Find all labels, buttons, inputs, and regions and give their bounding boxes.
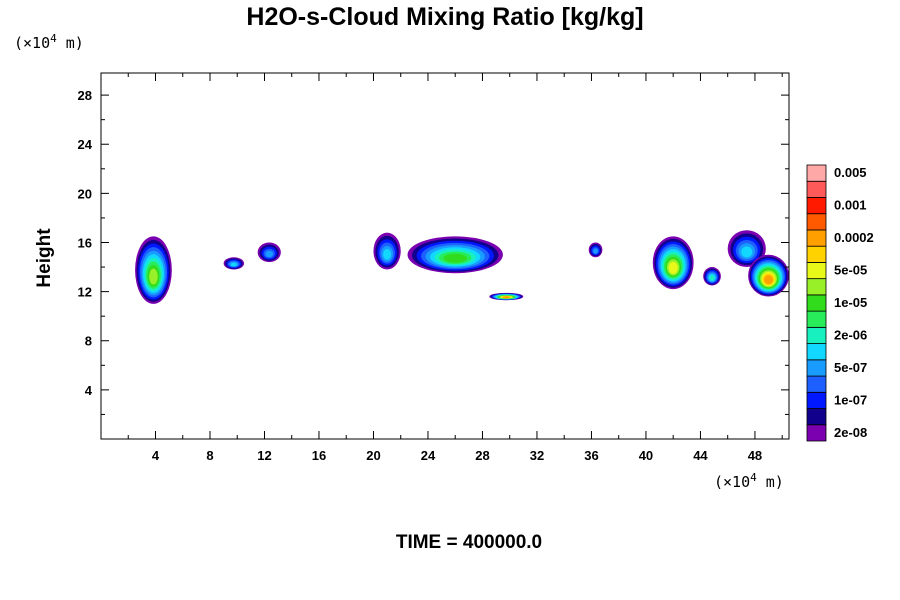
colorbar-swatch [806, 424, 827, 442]
cloud-region [407, 236, 503, 274]
colorbar-swatch [806, 164, 827, 182]
cloud-region [727, 230, 766, 268]
y-axis-title: Height [34, 228, 55, 288]
x-tick-label: 36 [584, 448, 598, 463]
colorbar-swatch [806, 278, 827, 296]
cloud-contour-level [764, 275, 773, 285]
colorbar-swatch [806, 180, 827, 198]
cloud-region [748, 254, 789, 297]
colorbar: 2e-08 1e-07 5e-07 2e-06 1e-05 5e-05 0.0002 0.00… [806, 164, 874, 442]
cloud-region [223, 257, 245, 270]
y-tick-label: 12 [78, 285, 92, 300]
cloud-contour-level [593, 248, 598, 254]
cloud-region [489, 292, 524, 301]
cloud-contour-level [741, 246, 753, 258]
cloud-region [652, 236, 694, 290]
x-tick-label: 16 [312, 448, 326, 463]
plot-frame [100, 72, 790, 440]
x-tick-label: 20 [366, 448, 380, 463]
cloud-region [135, 236, 172, 304]
y-unit-exponent: 4 [50, 32, 57, 45]
cloud-region [703, 267, 721, 286]
colorbar-swatch [806, 391, 827, 409]
colorbar-label: 5e-07 [834, 360, 867, 375]
time-footer: TIME = 400000.0 [396, 532, 542, 553]
colorbar-swatch [806, 310, 827, 328]
colorbar-swatch [806, 359, 827, 377]
colorbar-swatch [806, 343, 827, 361]
x-tick-label: 44 [693, 448, 708, 463]
colorbar-swatch [806, 326, 827, 344]
x-unit-suffix: m) [757, 473, 784, 491]
x-unit-prefix: (×10 [714, 473, 750, 491]
colorbar-swatch [806, 408, 827, 426]
cloud-contours [135, 230, 789, 304]
colorbar-swatch [806, 375, 827, 393]
cloud-region [373, 232, 401, 270]
x-unit-label: (×104 m) [714, 471, 784, 491]
y-unit-suffix: m) [57, 34, 84, 52]
x-tick-label: 28 [475, 448, 489, 463]
colorbar-label: 0.001 [834, 198, 867, 213]
colorbar-swatch [806, 294, 827, 312]
chart-title: H2O-s-Cloud Mixing Ratio [kg/kg] [246, 3, 643, 31]
y-unit-label: (×104 m) [14, 32, 84, 52]
y-tick-label: 8 [85, 334, 92, 349]
colorbar-label: 2e-06 [834, 327, 867, 342]
x-tick-label: 12 [257, 448, 271, 463]
colorbar-swatch [806, 197, 827, 215]
colorbar-label: 1e-05 [834, 295, 867, 310]
y-tick-label: 16 [78, 235, 92, 250]
x-tick-label: 4 [152, 448, 160, 463]
y-tick-label: 24 [78, 137, 93, 152]
x-unit-exponent: 4 [750, 471, 757, 484]
colorbar-label: 2e-08 [834, 425, 867, 440]
colorbar-label: 1e-07 [834, 392, 867, 407]
x-tick-label: 32 [530, 448, 544, 463]
axis-ticks [101, 73, 789, 439]
colorbar-swatch [806, 213, 827, 231]
colorbar-swatch [806, 229, 827, 247]
y-tick-label: 28 [78, 88, 92, 103]
cloud-contour-level [383, 248, 392, 260]
cloud-contour-level [149, 268, 158, 285]
colorbar-label: 5e-05 [834, 263, 867, 278]
colorbar-label: 0.0002 [834, 230, 874, 245]
x-tick-label: 40 [639, 448, 653, 463]
x-tick-label: 24 [421, 448, 436, 463]
y-tick-label: 4 [85, 383, 93, 398]
x-tick-label: 48 [748, 448, 762, 463]
cloud-region [257, 242, 281, 263]
cloud-contour-level [502, 296, 510, 299]
colorbar-swatch [806, 245, 827, 263]
colorbar-swatch [806, 262, 827, 280]
cloud-contour-level [443, 253, 467, 263]
cloud-contour-level [709, 275, 715, 281]
y-tick-label: 20 [78, 186, 92, 201]
cloud-contour-level [265, 250, 273, 258]
cloud-region [588, 242, 603, 258]
x-tick-label: 8 [206, 448, 213, 463]
cloud-contour-level [668, 261, 678, 274]
y-unit-prefix: (×10 [14, 34, 50, 52]
cloud-contour-level [230, 262, 237, 267]
colorbar-label: 0.005 [834, 165, 867, 180]
